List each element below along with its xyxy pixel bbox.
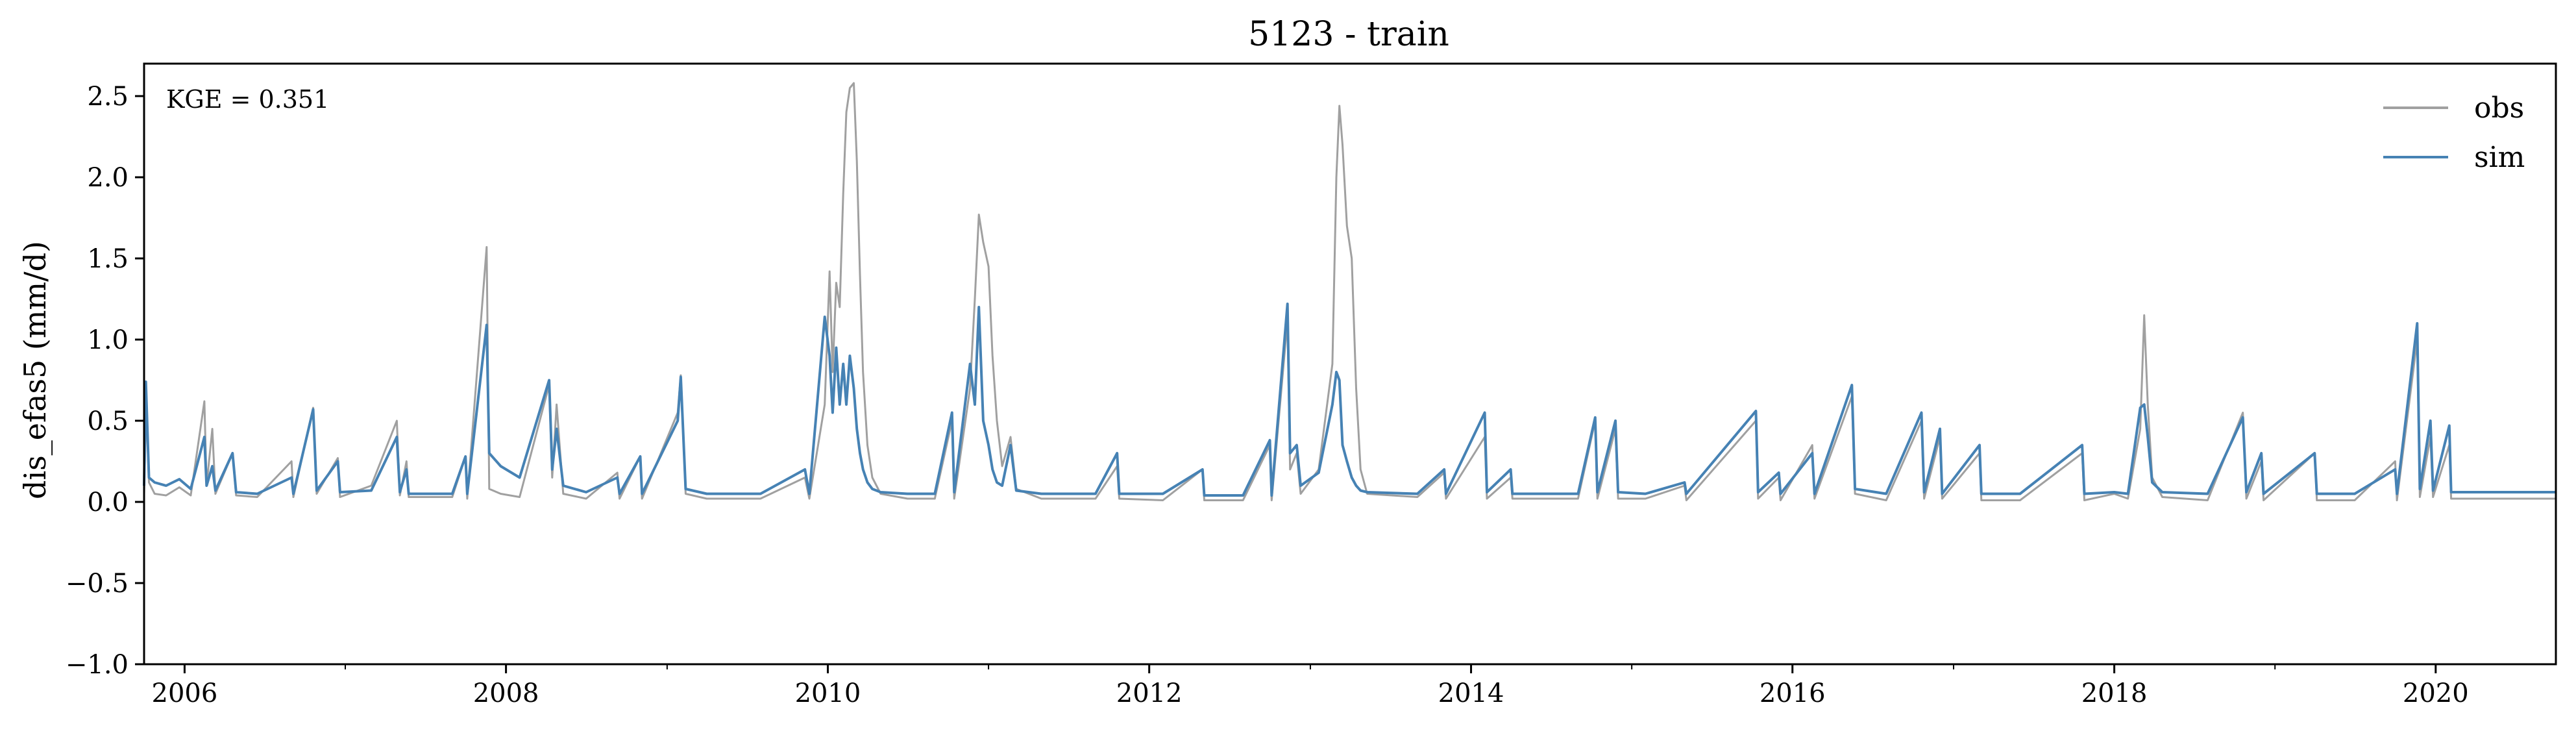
x-tick-label: 2008 [473, 679, 539, 708]
legend-label-obs: obs [2474, 92, 2524, 125]
x-tick-label: 2018 [2081, 679, 2148, 708]
x-axis: 2006 2008 2010 2012 2014 2016 2018 2020 [152, 664, 2469, 708]
kge-annotation: KGE = 0.351 [166, 85, 329, 114]
x-tick-label: 2014 [1438, 679, 1504, 708]
y-tick-label: −1.0 [66, 650, 129, 680]
y-tick-label: 1.5 [87, 244, 129, 274]
y-tick-label: 2.0 [87, 163, 129, 193]
legend: obs sim [2383, 92, 2525, 174]
y-tick-label: 0.5 [87, 406, 129, 436]
x-tick-label: 2012 [1116, 679, 1183, 708]
y-tick-label: −0.5 [66, 569, 129, 599]
y-tick-label: 0.0 [87, 488, 129, 517]
x-tick-label: 2006 [152, 679, 218, 708]
y-tick-label: 1.0 [87, 325, 129, 355]
x-tick-label: 2010 [795, 679, 861, 708]
y-tick-label: 2.5 [87, 82, 129, 112]
legend-label-sim: sim [2474, 141, 2525, 174]
series-line-sim [143, 303, 2556, 497]
y-axis: −1.0 −0.5 0.0 0.5 1.0 1.5 2.0 2.5 [66, 82, 144, 680]
plot-frame [143, 62, 2557, 666]
chart-title: 5123 - train [1248, 15, 1449, 54]
y-axis-label: dis_efas5 (mm/d) [18, 241, 53, 499]
plot-area [143, 82, 2556, 501]
x-tick-label: 2020 [2403, 679, 2469, 708]
x-tick-label: 2016 [1760, 679, 1826, 708]
